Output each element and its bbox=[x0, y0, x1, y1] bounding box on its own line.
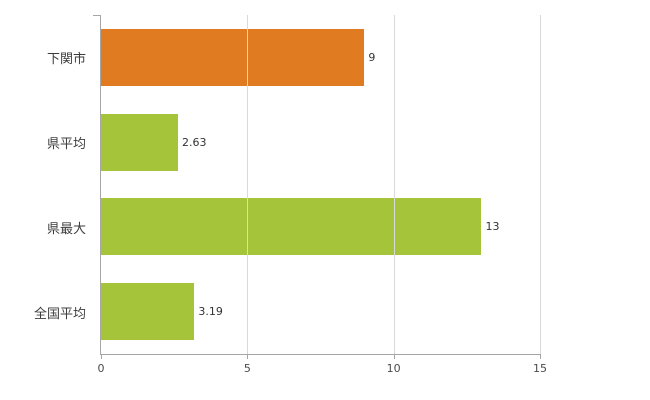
bar-band: 2.63 bbox=[101, 100, 540, 185]
bar-band: 3.19 bbox=[101, 269, 540, 354]
gridline bbox=[393, 15, 395, 354]
category-label: 県平均 bbox=[46, 137, 86, 152]
bar-4 bbox=[101, 283, 195, 341]
bar-band: 13 bbox=[101, 185, 540, 270]
gridline bbox=[540, 15, 541, 354]
x-axis-tick-label: 5 bbox=[243, 362, 251, 375]
x-axis-tick-mark bbox=[247, 354, 249, 359]
x-axis-tick-label: 10 bbox=[386, 362, 401, 375]
x-axis-tick-label: 0 bbox=[97, 362, 105, 375]
bar-band: 9 bbox=[101, 15, 540, 100]
value-label: 2.63 bbox=[181, 135, 207, 149]
bar-2 bbox=[101, 113, 178, 171]
bar-1 bbox=[101, 28, 365, 86]
x-axis-tick-mark bbox=[393, 354, 395, 359]
value-label: 3.19 bbox=[198, 305, 223, 319]
value-label: 13 bbox=[485, 220, 500, 234]
x-axis-tick-label: 15 bbox=[533, 362, 547, 375]
category-axis-labels: 下関市県平均県最大全国平均 bbox=[0, 15, 94, 355]
y-axis-top-tick bbox=[93, 15, 101, 16]
category-label: 下関市 bbox=[46, 52, 86, 67]
category-label: 県最大 bbox=[46, 222, 86, 237]
value-label: 9 bbox=[368, 50, 376, 64]
gridline bbox=[247, 15, 249, 354]
x-axis-tick-mark bbox=[540, 354, 541, 359]
category-label: 全国平均 bbox=[33, 307, 86, 322]
bar-rows: 9 2.63 13 3.19 bbox=[101, 15, 540, 354]
plot-area: 9 2.63 13 3.19 0 5 10 15 bbox=[93, 15, 547, 375]
bar-3 bbox=[101, 198, 482, 256]
x-axis-tick-mark bbox=[101, 354, 102, 359]
